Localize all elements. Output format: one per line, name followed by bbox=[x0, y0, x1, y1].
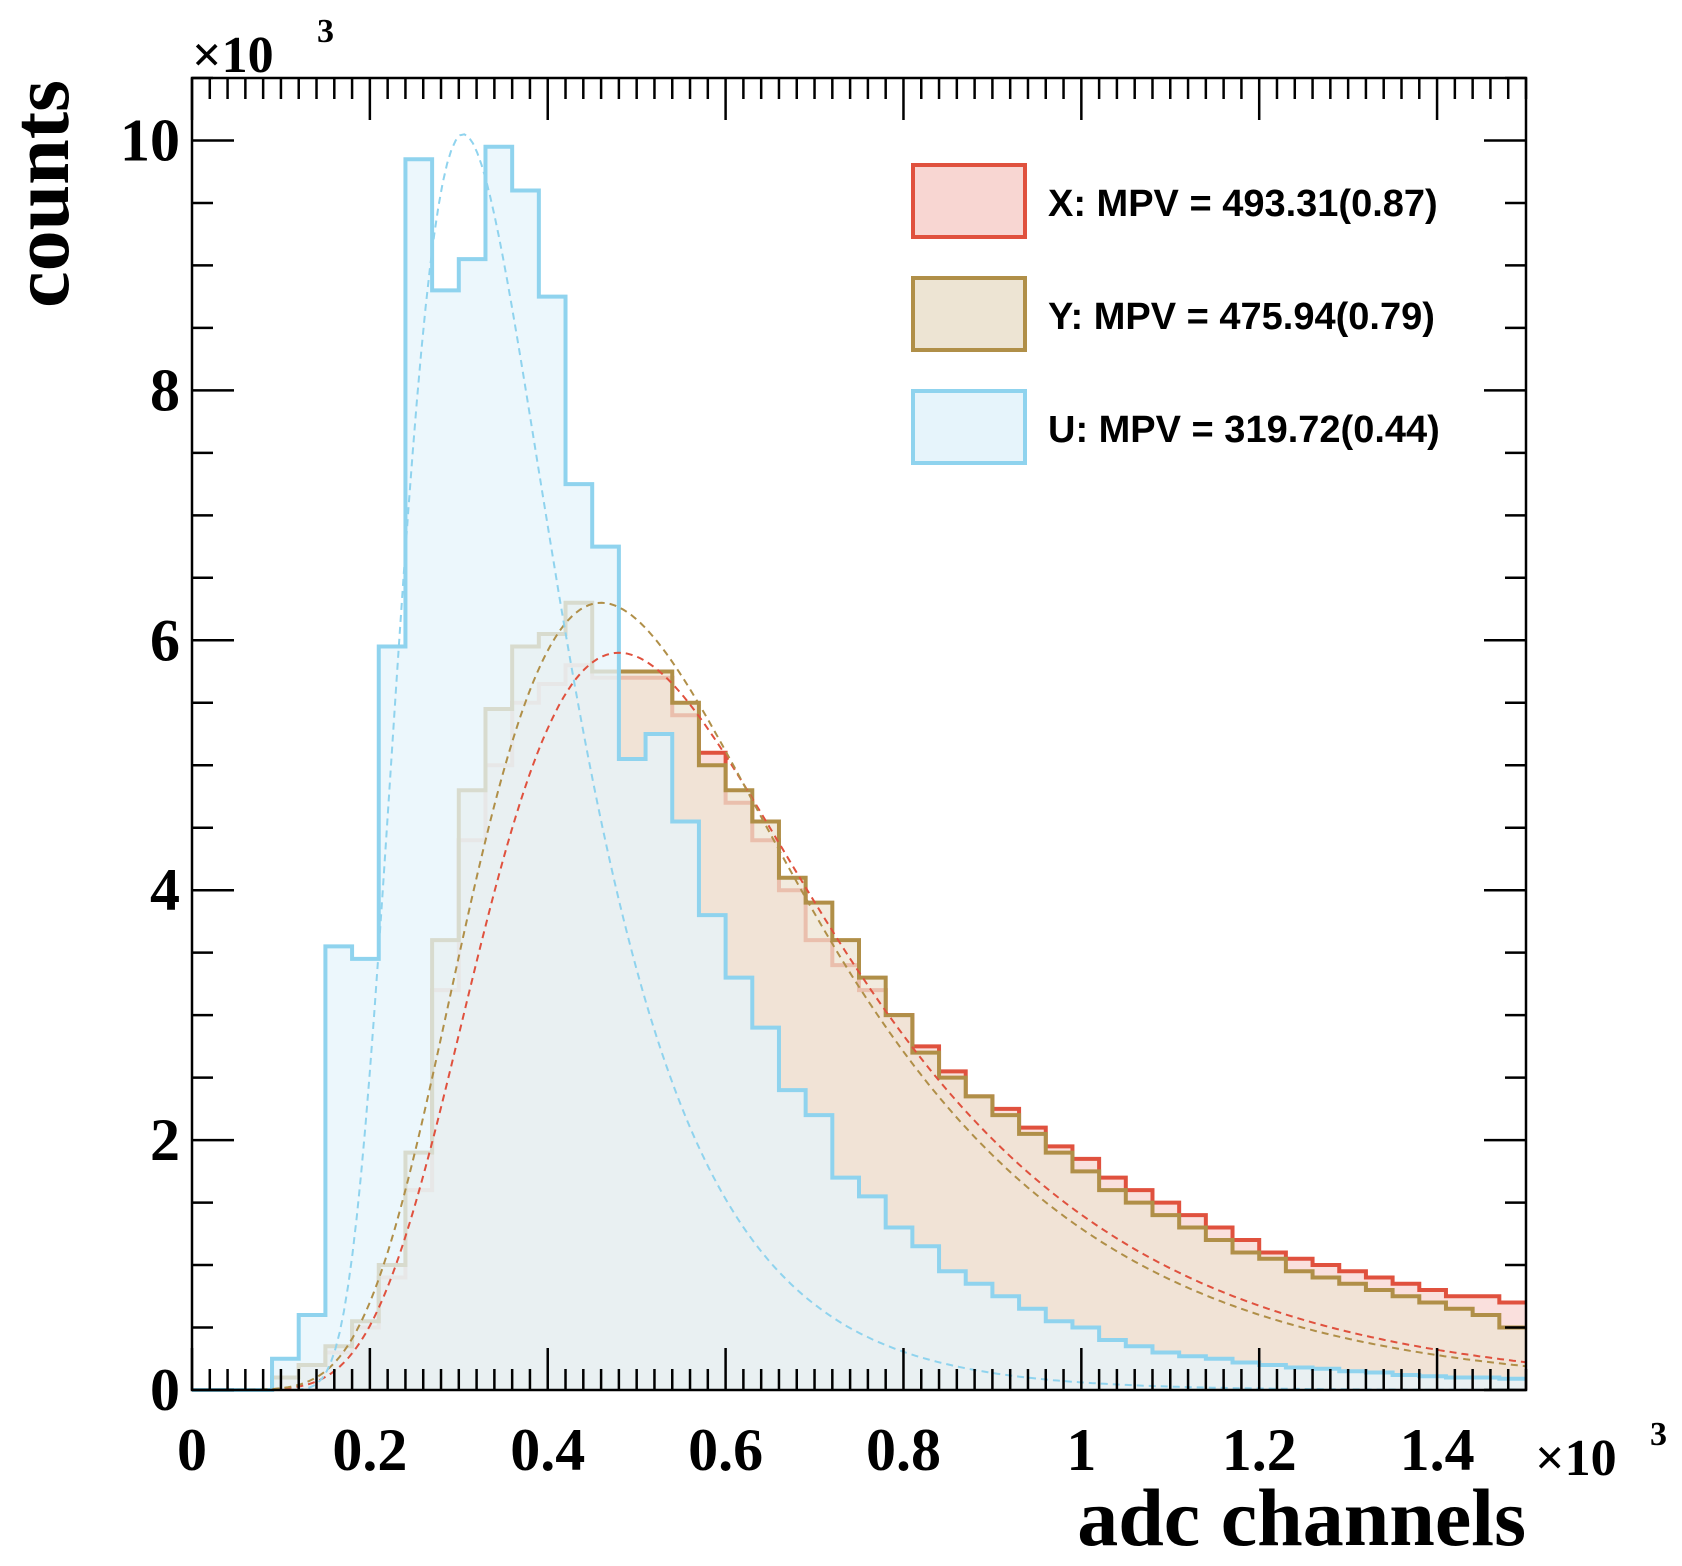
legend-swatch-u bbox=[911, 389, 1027, 465]
series-x-fit-curve bbox=[236, 651, 1527, 1391]
x-tick-label: 0.6 bbox=[688, 1417, 763, 1483]
y-tick-label: 2 bbox=[150, 1107, 180, 1173]
legend-label-y: Y: MPV = 475.94(0.79) bbox=[1048, 296, 1435, 338]
y-tick-label: 0 bbox=[150, 1357, 180, 1423]
y-axis-multiplier: ×10 bbox=[192, 27, 274, 84]
x-axis-multiplier: ×10 bbox=[1535, 1430, 1617, 1487]
plot-frame bbox=[190, 76, 1528, 1392]
series-u-histogram bbox=[192, 144, 1526, 1392]
y-axis-label: counts bbox=[0, 80, 86, 308]
x-tick-label: 1 bbox=[1066, 1417, 1096, 1483]
legend-label-x: X: MPV = 493.31(0.87) bbox=[1048, 183, 1438, 225]
legend-label-u: U: MPV = 319.72(0.44) bbox=[1048, 409, 1440, 451]
axis-ticks: 0 0.2 0.4 0.6 0.8 1 1.2 1.4 0 2 4 6 8 10 bbox=[120, 76, 1528, 1483]
series-y-fit-curve bbox=[236, 601, 1527, 1391]
series-layer bbox=[192, 144, 1526, 1392]
x-tick-label: 1.4 bbox=[1400, 1417, 1475, 1483]
legend-swatch-x bbox=[911, 163, 1027, 239]
x-tick-label: 0.8 bbox=[866, 1417, 941, 1483]
series-u-fill bbox=[192, 146, 1526, 1390]
y-axis-multiplier-exponent: 3 bbox=[317, 13, 334, 50]
y-tick-label: 10 bbox=[120, 107, 180, 173]
y-tick-label: 6 bbox=[150, 607, 180, 673]
x-tick-label: 0.4 bbox=[510, 1417, 585, 1483]
y-tick-label: 8 bbox=[150, 357, 180, 423]
x-tick-label: 0 bbox=[177, 1417, 207, 1483]
x-tick-label: 1.2 bbox=[1222, 1417, 1297, 1483]
legend-swatch-y bbox=[911, 276, 1027, 352]
legend: X: MPV = 493.31(0.87) Y: MPV = 475.94(0.7… bbox=[911, 163, 1440, 465]
x-tick-label: 0.2 bbox=[332, 1417, 407, 1483]
y-tick-label: 4 bbox=[150, 857, 180, 923]
x-axis-multiplier-exponent: 3 bbox=[1650, 1416, 1667, 1453]
x-axis-label: adc channels bbox=[1077, 1472, 1526, 1563]
